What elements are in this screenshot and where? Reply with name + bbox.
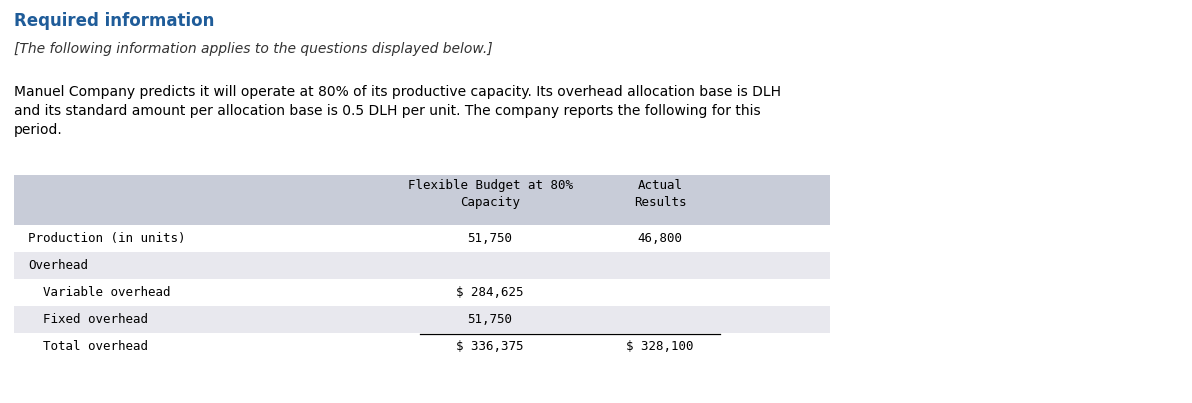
Bar <box>14 252 830 279</box>
Text: Manuel Company predicts it will operate at 80% of its productive capacity. Its o: Manuel Company predicts it will operate … <box>14 85 781 99</box>
Text: Variable overhead: Variable overhead <box>27 286 170 299</box>
Text: Production (in units): Production (in units) <box>27 232 186 245</box>
Text: 46,800: 46,800 <box>638 232 683 245</box>
Bar <box>14 175 830 225</box>
Bar <box>14 279 830 306</box>
Text: Actual: Actual <box>638 179 683 192</box>
Text: $ 328,100: $ 328,100 <box>626 340 694 353</box>
Text: Results: Results <box>634 196 687 209</box>
Bar <box>14 306 830 333</box>
Bar <box>14 333 830 360</box>
Text: $ 336,375: $ 336,375 <box>457 340 523 353</box>
Text: $ 284,625: $ 284,625 <box>457 286 523 299</box>
Text: 51,750: 51,750 <box>467 313 513 326</box>
Text: and its standard amount per allocation base is 0.5 DLH per unit. The company rep: and its standard amount per allocation b… <box>14 104 760 118</box>
Text: Fixed overhead: Fixed overhead <box>27 313 148 326</box>
Text: Overhead: Overhead <box>27 259 88 272</box>
Bar <box>14 225 830 252</box>
Text: Flexible Budget at 80%: Flexible Budget at 80% <box>408 179 572 192</box>
Text: 51,750: 51,750 <box>467 232 513 245</box>
Text: Capacity: Capacity <box>460 196 520 209</box>
Text: Total overhead: Total overhead <box>27 340 148 353</box>
Text: period.: period. <box>14 123 63 137</box>
Text: Required information: Required information <box>14 12 215 30</box>
Text: [The following information applies to the questions displayed below.]: [The following information applies to th… <box>14 42 492 56</box>
